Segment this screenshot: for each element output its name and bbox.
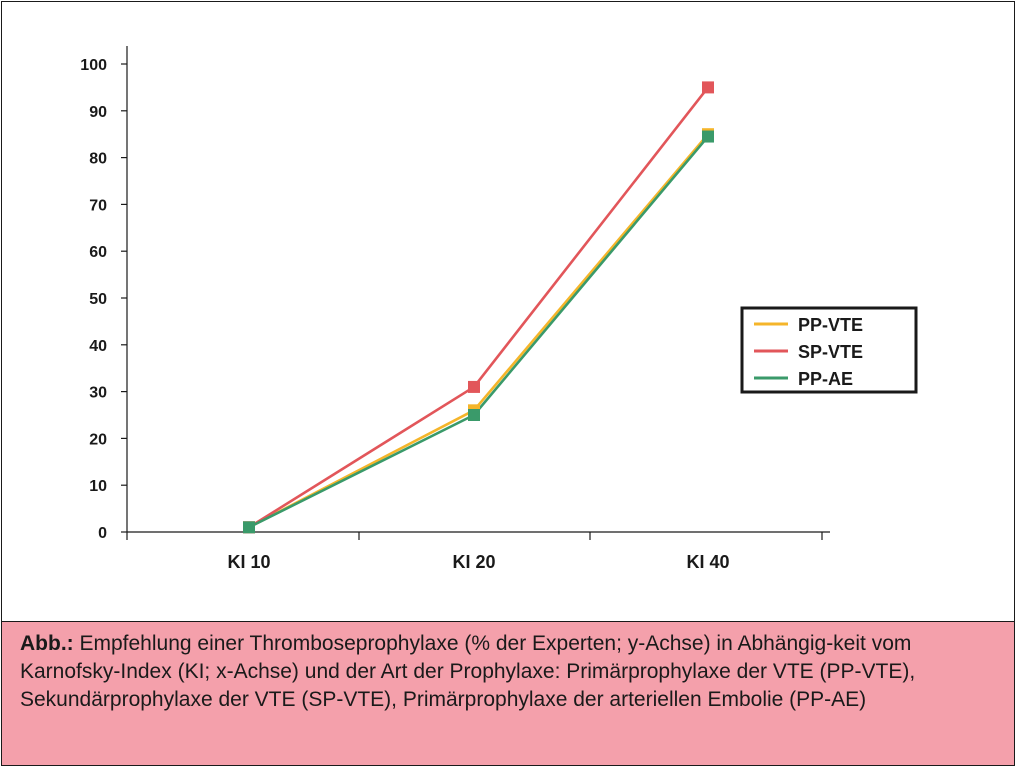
legend-label-pp-vte: PP-VTE <box>798 315 863 335</box>
data-point-pp-ae <box>243 521 255 534</box>
series-line-pp-ae <box>248 135 709 529</box>
y-tick-label: 70 <box>89 197 107 214</box>
legend-label-pp-ae: PP-AE <box>798 369 853 389</box>
x-tick-label: KI 10 <box>227 552 270 572</box>
y-tick-label: 0 <box>98 525 107 542</box>
y-tick-label: 50 <box>89 291 107 308</box>
y-tick-label: 80 <box>89 151 107 168</box>
data-point-sp-vte <box>468 380 480 393</box>
caption-text: Empfehlung einer Thromboseprophylaxe (% … <box>20 632 916 711</box>
figure-caption: Abb.: Empfehlung einer Thromboseprophyla… <box>2 621 1014 765</box>
y-tick-label: 20 <box>89 431 107 448</box>
y-tick-label: 90 <box>89 104 107 121</box>
caption-lead: Abb.: <box>20 632 74 655</box>
data-point-pp-ae <box>702 130 714 143</box>
x-tick-label: KI 40 <box>686 552 729 572</box>
series-line-pp-vte <box>248 133 709 529</box>
line-chart: 0 10 20 30 40 50 60 70 80 90 100 KI 10 KI 20 KI 40 PP-… <box>80 46 918 572</box>
series-line-sp-vte <box>248 86 710 529</box>
y-tick-label: 100 <box>80 57 107 74</box>
y-tick-label: 60 <box>89 244 107 261</box>
data-point-pp-ae <box>468 409 480 421</box>
x-tick-label: KI 20 <box>452 552 495 572</box>
y-tick-label: 10 <box>89 478 107 495</box>
y-tick-label: 30 <box>89 385 107 402</box>
y-tick-label: 40 <box>89 338 107 355</box>
legend-label-sp-vte: SP-VTE <box>798 342 863 362</box>
chart-area: 0 10 20 30 40 50 60 70 80 90 100 KI 10 KI 20 KI 40 PP-… <box>2 2 1016 620</box>
data-point-sp-vte <box>702 81 714 94</box>
